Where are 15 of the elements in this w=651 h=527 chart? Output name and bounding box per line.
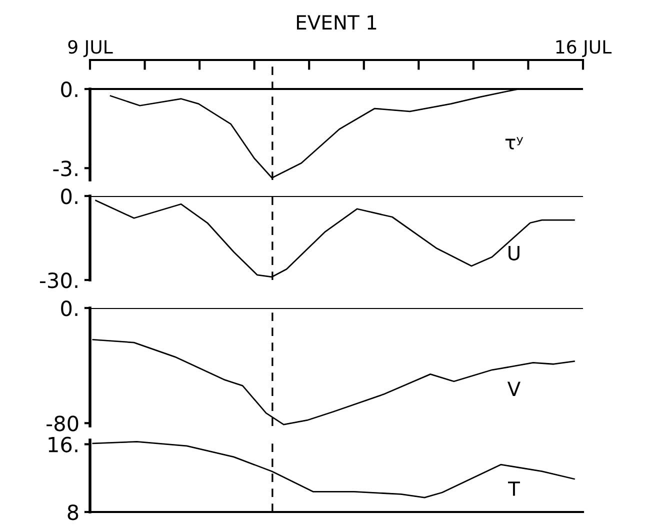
y-tick-label: 0. — [61, 300, 78, 316]
y-tick-label: -80 — [46, 416, 78, 432]
y-tick-label: 0. — [61, 81, 78, 98]
series-label: U — [508, 246, 520, 260]
text: τʸ — [505, 137, 524, 150]
y-tick-label: -30. — [40, 272, 78, 288]
y-tick-label: 0. — [61, 188, 78, 204]
y-tick-label: -3. — [53, 160, 78, 176]
series-label: T — [508, 482, 520, 496]
y-tick-label: 16. — [48, 436, 78, 452]
x-tick-label: 9 JUL — [68, 40, 113, 58]
x-tick-label: 16 JUL — [556, 40, 612, 58]
y-tick-label: 8 — [68, 504, 78, 520]
chart-title: EVENT 1 — [296, 15, 376, 30]
series-label: V — [507, 382, 520, 396]
